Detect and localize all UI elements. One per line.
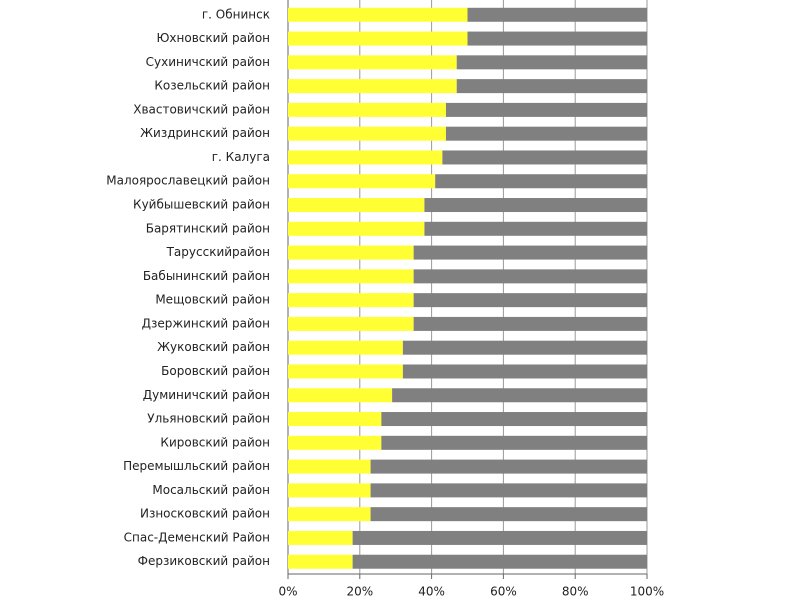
y-tick-label: Кировский район (160, 435, 270, 449)
bar-segment (467, 31, 647, 46)
bar-segment (352, 554, 647, 569)
bar-segment (288, 31, 468, 46)
bar-segment (288, 79, 457, 94)
y-tick-label: Дзержинский район (142, 316, 270, 330)
x-tick-label: 0% (278, 585, 297, 599)
bar-segment (445, 102, 647, 117)
bar-segment (288, 435, 382, 450)
y-tick-label: Куйбышевский район (133, 198, 270, 212)
bar-segment (288, 269, 414, 284)
x-tick-label: 20% (346, 585, 373, 599)
bar-segment (424, 198, 647, 213)
bar-segment (413, 245, 647, 260)
bar-segment (370, 459, 647, 474)
y-tick-label: Ульяновский район (147, 412, 270, 426)
bar-segment (402, 364, 647, 379)
bar-segment (413, 293, 647, 308)
bar-segment (370, 483, 647, 498)
y-tick-label: Мещовский район (155, 293, 270, 307)
y-tick-label: Барятинский район (146, 221, 270, 235)
y-tick-label: Мосальский район (152, 483, 270, 497)
bar-segment (467, 7, 647, 22)
bar-segment (288, 55, 457, 70)
y-tick-label: Думиничский район (143, 388, 270, 402)
bar-segment (413, 316, 647, 331)
bar-segment (288, 530, 353, 545)
bar-segment (288, 221, 425, 236)
bar-segment (435, 174, 647, 189)
bar-segment (288, 150, 443, 165)
bar-segment (288, 483, 371, 498)
bar-segment (288, 245, 414, 260)
y-tick-label: Хвастовичский район (133, 102, 270, 116)
bar-segment (352, 530, 647, 545)
y-tick-label: Боровский район (161, 364, 270, 378)
bar-segment (288, 102, 446, 117)
bar-segment (392, 388, 647, 403)
y-tick-label: г. Калуга (212, 150, 270, 164)
x-tick-label: 60% (490, 585, 517, 599)
x-tick-label: 40% (418, 585, 445, 599)
y-tick-label: Бабынинский район (143, 269, 270, 283)
bar-segment (288, 293, 414, 308)
bar-segment (288, 554, 353, 569)
y-tick-label: Износковский район (140, 507, 270, 521)
bar-segment (413, 269, 647, 284)
bar-segment (442, 150, 647, 165)
bar-segment (381, 412, 647, 427)
y-tick-label: Перемышльский район (123, 459, 270, 473)
bar-segment (424, 221, 647, 236)
y-tick-label: Юхновский район (156, 31, 270, 45)
bar-segment (288, 364, 403, 379)
y-tick-label: Ферзиковский район (138, 554, 270, 568)
bar-segment (456, 79, 647, 94)
x-tick-label: 80% (562, 585, 589, 599)
bar-segment (288, 174, 436, 189)
bar-segment (288, 316, 414, 331)
y-tick-label: Жиздринский район (140, 126, 270, 140)
y-tick-label: Сухиничский район (146, 55, 270, 69)
bar-segment (288, 126, 446, 141)
bar-segment (288, 7, 468, 22)
y-tick-label: Малоярославецкий район (106, 174, 270, 188)
bar-segment (288, 198, 425, 213)
y-tick-label: Спас-Деменский Район (124, 530, 270, 544)
bar-segment (288, 412, 382, 427)
bar-segment (288, 459, 371, 474)
y-tick-label: Жуковский район (157, 340, 270, 354)
bar-segment (456, 55, 647, 70)
bar-segment (288, 507, 371, 522)
bar-segment (381, 435, 647, 450)
y-tick-label: г. Обнинск (202, 7, 270, 21)
bar-segment (288, 388, 393, 403)
y-tick-label: Тарусскийрайон (166, 245, 270, 259)
bar-segment (445, 126, 647, 141)
bar-segment (370, 507, 647, 522)
x-tick-label: 100% (630, 585, 664, 599)
y-tick-label: Козельский район (154, 79, 270, 93)
bar-segment (288, 340, 403, 355)
bar-segment (402, 340, 647, 355)
